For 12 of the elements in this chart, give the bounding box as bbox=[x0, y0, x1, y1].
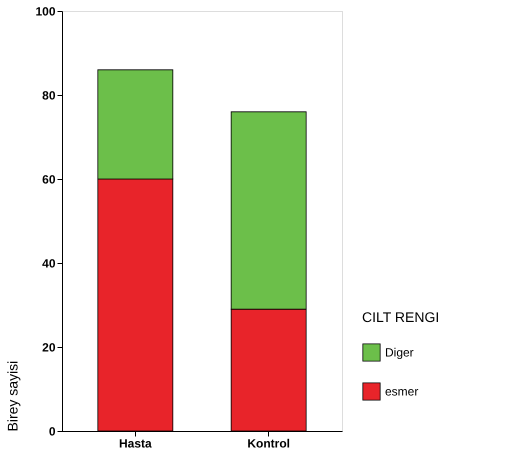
y-tick-label: 60 bbox=[42, 172, 56, 186]
legend-label: Diger bbox=[385, 346, 414, 360]
y-axis-title: Birey sayisi bbox=[4, 360, 20, 432]
legend-title: CILT RENGI bbox=[362, 309, 440, 325]
y-tick-label: 100 bbox=[35, 4, 56, 18]
y-tick-label: 40 bbox=[42, 256, 56, 270]
x-tick-label: Kontrol bbox=[247, 436, 290, 450]
y-tick-label: 80 bbox=[42, 88, 56, 102]
legend-label: esmer bbox=[385, 384, 418, 398]
x-tick-label: Hasta bbox=[118, 436, 152, 450]
y-tick-label: 20 bbox=[42, 340, 56, 354]
y-tick-label: 0 bbox=[48, 424, 56, 438]
